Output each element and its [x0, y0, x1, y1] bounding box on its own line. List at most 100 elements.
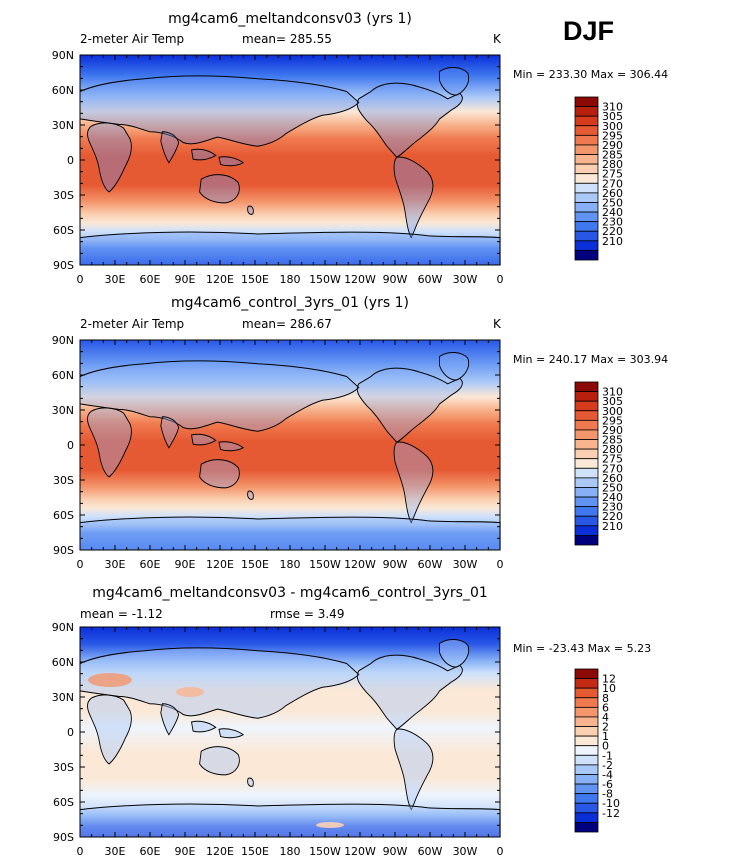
lat-tick-label: 0 — [67, 439, 74, 452]
colorbar-label: 10 — [602, 682, 616, 695]
lon-tick-label: 120E — [206, 845, 234, 858]
lon-tick-label: 90E — [175, 845, 196, 858]
lat-tick-label: 30S — [53, 189, 74, 202]
colorbar-box — [574, 230, 599, 242]
lon-tick-label: 60W — [418, 845, 443, 858]
lon-tick-label: 30W — [453, 558, 478, 571]
colorbar-box — [574, 106, 599, 117]
lon-tick-label: 120W — [344, 845, 376, 858]
colorbar-box — [574, 144, 599, 155]
colorbar-label: 280 — [602, 158, 623, 171]
panel-2-mean: mean= 286.67 — [242, 317, 332, 331]
colorbar-box — [574, 458, 599, 469]
lon-tick-label: 30E — [105, 558, 126, 571]
colorbar-label: -6 — [602, 778, 613, 791]
lon-tick-label: 90W — [383, 273, 408, 286]
colorbar-box — [574, 793, 599, 804]
colorbar-box — [574, 754, 599, 766]
colorbar-box — [574, 419, 599, 431]
colorbar-box — [574, 125, 599, 136]
lat-tick-label: 60N — [52, 369, 74, 382]
colorbar-box — [574, 525, 599, 536]
colorbar-label: 1 — [602, 730, 609, 743]
colorbar-label: 260 — [602, 187, 623, 200]
colorbar-box — [574, 735, 599, 747]
colorbar-box — [574, 822, 599, 833]
lat-tick-label: 0 — [67, 154, 74, 167]
colorbar-box — [574, 221, 599, 232]
colorbar-box — [574, 774, 599, 785]
lat-tick-label: 90N — [52, 621, 74, 634]
panel-1-units: K — [493, 32, 502, 46]
colorbar-label: 240 — [602, 491, 623, 504]
lat-tick-label: 30S — [53, 474, 74, 487]
panel-2-min-max: Min = 240.17 Max = 303.94 — [513, 353, 668, 366]
panel-3-warm-anomaly — [88, 673, 132, 687]
lat-tick-label: 60S — [53, 796, 74, 809]
panel-1-colorbar: 3103053002952902852802752702602502402302… — [574, 96, 623, 261]
lat-tick-label: 90S — [53, 831, 74, 844]
panel-3-warm-anomaly — [316, 822, 344, 828]
panel-2-units: K — [493, 317, 502, 331]
lon-tick-label: 60E — [140, 558, 161, 571]
lat-tick-label: 60N — [52, 656, 74, 669]
panel-1-variable-label: 2-meter Air Temp — [80, 32, 184, 46]
panel-2: mg4cam6_control_3yrs_01 (yrs 1) 2-meter … — [52, 295, 668, 571]
lat-tick-label: 60S — [53, 224, 74, 237]
colorbar-label: 4 — [602, 711, 609, 724]
colorbar-label: 8 — [602, 692, 609, 705]
panel-2-variable-label: 2-meter Air Temp — [80, 317, 184, 331]
colorbar-label: 220 — [602, 225, 623, 238]
colorbar-box — [574, 182, 599, 194]
lon-tick-label: 150E — [241, 845, 269, 858]
colorbar-label: 6 — [602, 701, 609, 714]
panel-1-title: mg4cam6_meltandconsv03 (yrs 1) — [168, 11, 412, 27]
colorbar-box — [574, 173, 599, 184]
lat-tick-label: 30S — [53, 761, 74, 774]
colorbar-label: 240 — [602, 206, 623, 219]
colorbar-box — [574, 477, 599, 488]
lon-tick-label: 0 — [497, 845, 504, 858]
lon-tick-label: 0 — [497, 558, 504, 571]
colorbar-box — [574, 192, 599, 203]
lon-tick-label: 30W — [453, 845, 478, 858]
colorbar-box — [574, 535, 599, 546]
colorbar-box — [574, 154, 599, 165]
colorbar-label: 295 — [602, 129, 623, 142]
colorbar-box — [574, 391, 599, 402]
lon-tick-label: 60W — [418, 273, 443, 286]
panel-1: mg4cam6_meltandconsv03 (yrs 1) 2-meter A… — [52, 11, 668, 286]
colorbar-box — [574, 745, 599, 756]
colorbar-label: 285 — [602, 149, 623, 162]
colorbar-label: 270 — [602, 462, 623, 475]
colorbar-label: -10 — [602, 797, 620, 810]
colorbar-box — [574, 439, 599, 450]
lon-tick-label: 180 — [280, 558, 301, 571]
lon-tick-label: 0 — [77, 845, 84, 858]
lon-tick-label: 150E — [241, 273, 269, 286]
lon-tick-label: 0 — [77, 273, 84, 286]
season-label: DJF — [563, 16, 614, 46]
colorbar-label: 290 — [602, 139, 623, 152]
colorbar-label: 280 — [602, 443, 623, 456]
colorbar-box — [574, 812, 599, 823]
lat-tick-label: 30N — [52, 404, 74, 417]
colorbar-box — [574, 668, 599, 679]
colorbar-box — [574, 496, 599, 508]
colorbar-label: 310 — [602, 386, 623, 399]
colorbar-box — [574, 515, 599, 527]
panel-1-map: 90N 60N 30N 0 30S 60S 90S 0 30E 60E 90E 120E 150E 18… — [52, 49, 504, 286]
lon-tick-label: 90W — [383, 558, 408, 571]
colorbar-label: -8 — [602, 788, 613, 801]
colorbar-box — [574, 163, 599, 175]
colorbar-label: 285 — [602, 434, 623, 447]
panel-2-map: 90N 60N 30N 0 30S 60S 90S 0 30E 60E 90E 120E 150E 18… — [52, 334, 504, 571]
colorbar-label: 290 — [602, 424, 623, 437]
colorbar-label: 2 — [602, 721, 609, 734]
lat-tick-label: 90S — [53, 544, 74, 557]
colorbar-box — [574, 410, 599, 421]
panel-1-min-max: Min = 233.30 Max = 306.44 — [513, 68, 668, 81]
colorbar-box — [574, 429, 599, 440]
lon-tick-label: 150E — [241, 558, 269, 571]
